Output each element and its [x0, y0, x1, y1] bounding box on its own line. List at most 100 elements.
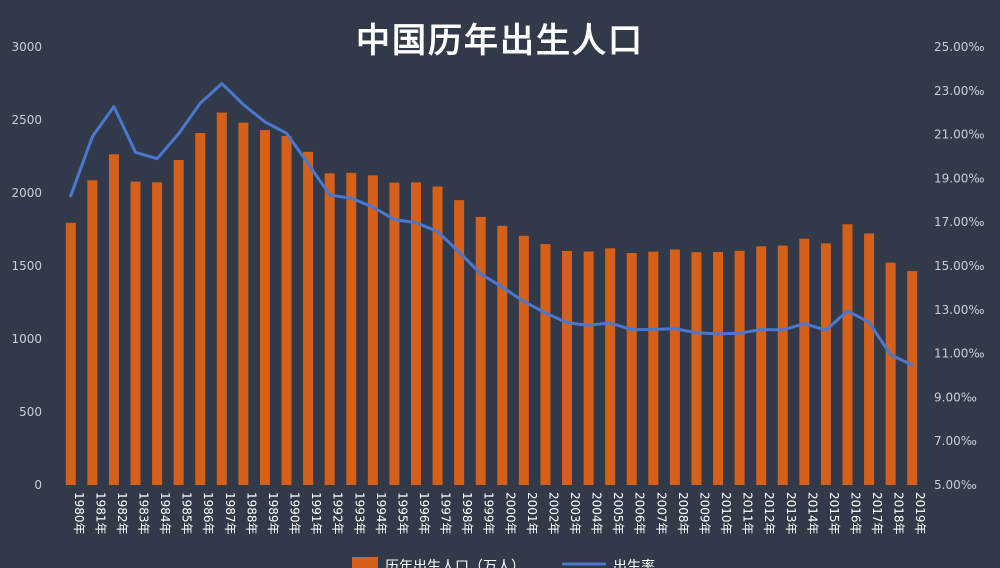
bar-births [799, 238, 810, 485]
bar-births [497, 225, 508, 485]
bar-series [65, 112, 918, 486]
x-tick-label: 1993年 [352, 492, 366, 535]
bar-births [691, 252, 702, 485]
y-right-tick-label: 7.00‰ [934, 434, 977, 448]
bar-births [777, 245, 788, 485]
x-tick-label: 2002年 [546, 492, 560, 535]
bar-births [410, 182, 421, 486]
bar-births [216, 112, 227, 485]
x-tick-label: 1982年 [115, 492, 129, 535]
x-tick-label: 2000年 [503, 492, 517, 535]
legend: 历年出生人口（万人） 出生率 [352, 557, 655, 568]
bar-births [432, 186, 443, 486]
y-right-tick-label: 25.00‰ [934, 40, 984, 54]
x-tick-label: 2009年 [697, 492, 711, 535]
bar-births [303, 151, 314, 485]
x-tick-label: 1986年 [201, 492, 215, 535]
x-tick-label: 2006年 [633, 492, 647, 535]
y-right-tick-label: 17.00‰ [934, 215, 984, 229]
bar-births [195, 132, 206, 485]
x-tick-label: 1989年 [266, 492, 280, 535]
y-right-tick-label: 5.00‰ [934, 478, 977, 492]
y-left-tick-label: 2000 [11, 186, 42, 200]
bar-births [346, 172, 357, 486]
x-tick-label: 1984年 [158, 492, 172, 535]
y-right-tick-label: 11.00‰ [934, 347, 984, 361]
x-tick-label: 2013年 [784, 492, 798, 535]
y-right-tick-label: 21.00‰ [934, 128, 984, 142]
y-right-tick-label: 23.00‰ [934, 84, 984, 98]
x-tick-label: 2008年 [676, 492, 690, 535]
x-tick-label: 2019年 [913, 492, 927, 535]
y-axis-left: 0 500 1000 1500 2000 2500 3000 [11, 40, 42, 492]
x-tick-label: 2007年 [654, 492, 668, 535]
x-tick-label: 2011年 [741, 492, 755, 535]
bar-births [324, 173, 335, 486]
bar-births [626, 253, 637, 485]
x-tick-label: 1999年 [482, 492, 496, 535]
bar-births [454, 200, 465, 486]
bar-births [842, 224, 853, 485]
y-left-tick-label: 3000 [11, 40, 42, 54]
bar-births [130, 181, 141, 485]
line-series [69, 82, 914, 367]
x-tick-label: 1987年 [223, 492, 237, 535]
bar-births [389, 182, 400, 485]
x-tick-label: 1991年 [309, 492, 323, 535]
x-tick-label: 2010年 [719, 492, 733, 535]
bar-births [583, 251, 594, 485]
bar-births [864, 233, 875, 485]
x-tick-label: 1988年 [244, 492, 258, 535]
y-right-tick-label: 9.00‰ [934, 390, 977, 404]
line-birth-rate [69, 82, 914, 367]
bar-births [907, 271, 918, 485]
bar-births [108, 154, 119, 485]
bar-births [152, 182, 163, 486]
y-left-tick-label: 1000 [11, 332, 42, 346]
x-tick-label: 2016年 [848, 492, 862, 535]
bar-births [562, 250, 573, 485]
bar-births [238, 122, 249, 486]
x-tick-label: 1983年 [137, 492, 151, 535]
legend-label-birth-rate: 出生率 [613, 558, 655, 568]
x-tick-label: 2004年 [590, 492, 604, 535]
x-tick-label: 2014年 [805, 492, 819, 535]
x-tick-label: 2015年 [827, 492, 841, 535]
x-tick-label: 1995年 [395, 492, 409, 535]
bar-births [65, 222, 76, 485]
y-right-tick-label: 15.00‰ [934, 259, 984, 273]
y-left-tick-label: 1500 [11, 259, 42, 273]
x-tick-label: 1985年 [180, 492, 194, 535]
x-tick-label: 1996年 [417, 492, 431, 535]
x-tick-label: 1994年 [374, 492, 388, 535]
x-axis: 1980年 1981年 1982年 1983年 1984年 1985年 1986年 1987年… [72, 492, 927, 535]
bar-births [540, 244, 551, 485]
bar-births [734, 250, 745, 485]
x-tick-label: 1997年 [439, 492, 453, 535]
x-tick-label: 2012年 [762, 492, 776, 535]
x-tick-label: 1992年 [331, 492, 345, 535]
x-tick-label: 2001年 [525, 492, 539, 535]
x-tick-label: 2003年 [568, 492, 582, 535]
bar-births [281, 135, 292, 485]
bar-births [518, 235, 529, 485]
bar-births [885, 262, 896, 485]
y-axis-right: 5.00‰ 7.00‰ 9.00‰ 11.00‰ 13.00‰ 15.00‰ 17.00‰ 1… [934, 40, 984, 492]
bar-births [367, 175, 378, 486]
legend-label-births: 历年出生人口（万人） [385, 559, 525, 568]
x-tick-label: 2017年 [870, 492, 884, 535]
y-right-tick-label: 19.00‰ [934, 171, 984, 185]
x-tick-label: 1981年 [93, 492, 107, 535]
x-tick-label: 2005年 [611, 492, 625, 535]
bar-births [648, 251, 659, 485]
bar-births [475, 216, 486, 485]
bar-births [669, 249, 680, 485]
bar-births [713, 251, 724, 485]
bar-births [756, 246, 767, 485]
y-left-tick-label: 2500 [11, 113, 42, 127]
x-tick-label: 1990年 [288, 492, 302, 535]
bar-births [87, 180, 98, 485]
x-tick-label: 1980年 [72, 492, 86, 535]
